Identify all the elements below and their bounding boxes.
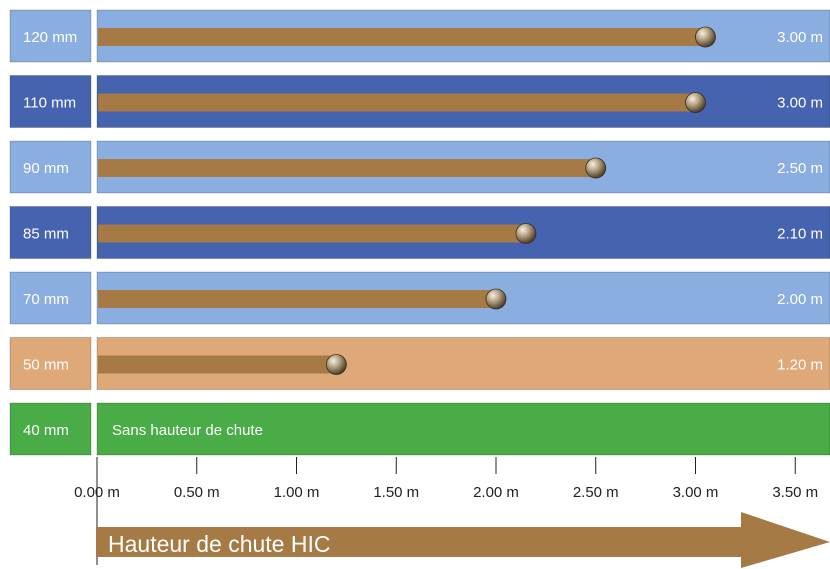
category-label: 120 mm [23,29,77,46]
ball-marker [515,223,537,244]
ball-marker [685,92,706,113]
category-label: 110 mm [23,95,76,112]
value-label: 2.00 m [777,291,823,308]
value-label: 1.20 m [777,357,823,374]
category-label-box [9,206,92,259]
category-label-box [9,140,92,194]
category-label: 50 mm [23,357,69,374]
chart-row: 40 mm Sans hauteur de chute [9,402,830,456]
category-label-box [9,402,92,456]
x-tick-label: 3.50 m [772,484,818,501]
category-label-box [9,9,92,63]
bar [98,93,696,112]
category-label-box [9,271,92,325]
x-tick-label: 2.00 m [473,484,519,501]
chart-row: 90 mm 2.50 m [9,140,830,194]
row-band [96,402,830,456]
category-label: 90 mm [23,160,69,177]
x-tick-label: 1.50 m [373,484,419,501]
category-label: 40 mm [23,422,69,439]
bar [98,159,596,177]
bar [98,28,706,46]
chart-row: 85 mm 2.10 m [9,206,830,259]
category-label-box [9,75,92,128]
axis-arrow: Hauteur de chute HIC [96,512,830,568]
bar [98,224,526,243]
axis-arrow-shape [96,512,830,568]
chart-row: 110 mm 3.00 m [9,75,830,128]
x-axis: 0.00 m 0.50 m 1.00 m 1.50 m 2.00 m 2.50 m 3.00… [74,457,818,565]
rows: 120 mm 3.00 m 110 mm 3.00 m 90 mm 2.50 m 85 mm… [9,9,830,456]
value-label: 2.10 m [777,226,823,243]
bar [98,290,496,308]
value-label: 2.50 m [777,160,823,177]
row-note: Sans hauteur de chute [112,422,263,439]
chart-row: 120 mm 3.00 m [9,9,830,63]
chart-row: 70 mm 2.00 m [9,271,830,325]
chart-row: 50 mm 1.20 m [9,337,830,390]
x-tick-label: 0.50 m [174,484,220,501]
ball-marker [695,26,716,48]
x-tick-label: 0.00 m [74,484,120,501]
x-axis-label: Hauteur de chute HIC [108,531,330,557]
x-tick-label: 3.00 m [673,484,719,501]
category-label-box [9,337,92,390]
ball-marker [485,288,507,310]
x-tick-label: 1.00 m [274,484,320,501]
category-label: 70 mm [23,291,69,308]
ball-marker [585,157,607,179]
category-label: 85 mm [23,226,69,243]
ball-marker [325,354,347,375]
bar [98,355,337,374]
value-label: 3.00 m [777,95,823,112]
value-label: 3.00 m [777,29,823,46]
x-tick-label: 2.50 m [573,484,619,501]
